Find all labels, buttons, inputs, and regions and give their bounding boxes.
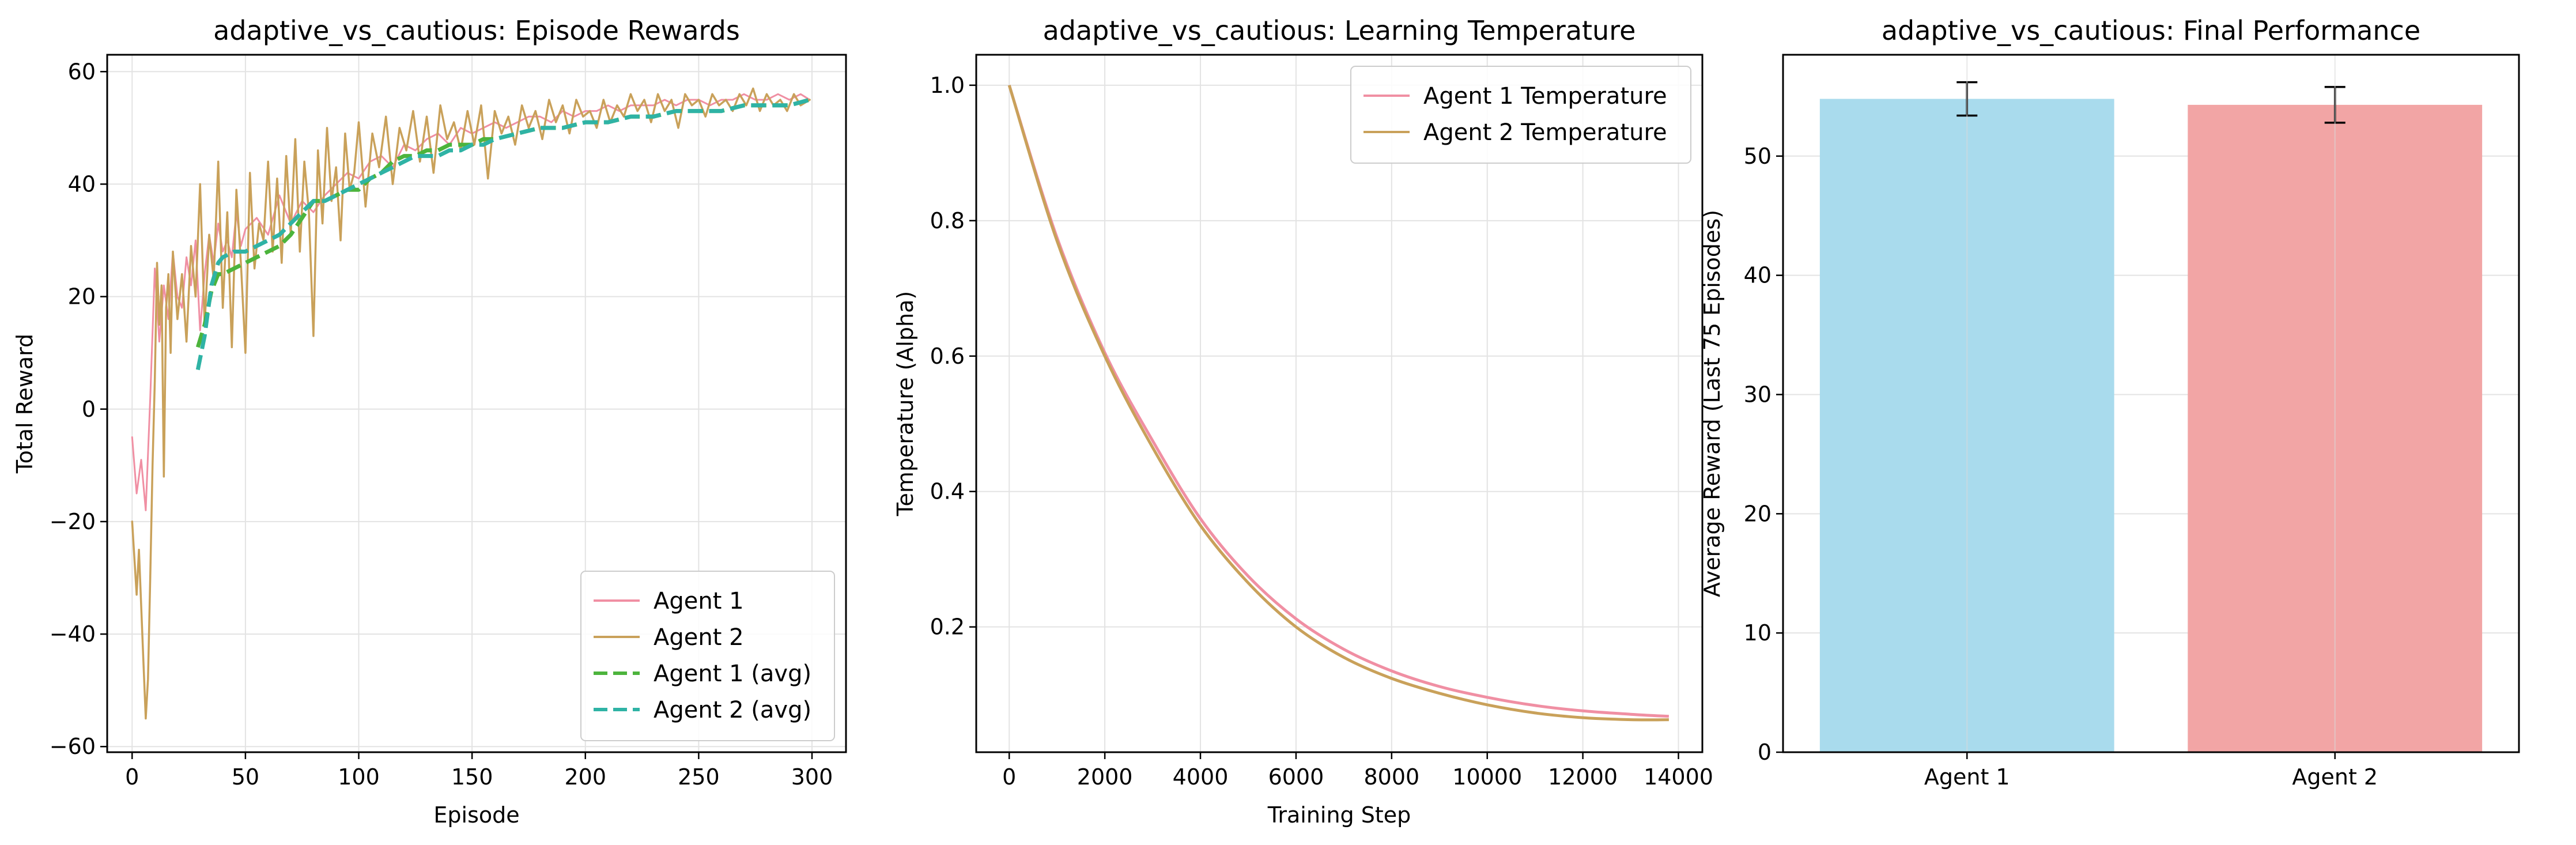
x-axis-label: Training Step [1267, 802, 1411, 828]
x-tick-label: Agent 1 [1924, 764, 2010, 790]
y-tick-label: 40 [68, 171, 96, 197]
chart-title: adaptive_vs_cautious: Learning Temperatu… [1043, 15, 1636, 46]
y-tick-label: 60 [68, 59, 96, 84]
chart-panel-1: −60 −40 −20 0 20 40 60 0 50 100 150 200 250 300 adapti… [12, 15, 847, 828]
axes-frame [106, 54, 847, 753]
y-tick-label: 20 [1744, 501, 1772, 526]
legend-item: Agent 2 (avg) [594, 697, 811, 723]
y-tick-label: 0.8 [930, 208, 965, 233]
x-tick-label: 50 [232, 764, 259, 790]
axes-frame [975, 54, 1704, 753]
y-tick-label: 0.6 [930, 344, 965, 369]
y-tick-label: 0.2 [930, 614, 965, 640]
y-tick-label: 10 [1744, 620, 1772, 646]
legend-label: Agent 1 [654, 588, 744, 614]
x-axis-label: Episode [433, 802, 519, 828]
y-tick-label: 0 [1758, 740, 1772, 765]
x-tick-label: 150 [451, 764, 493, 790]
y-tick-label: 0 [82, 397, 96, 422]
x-tick-label: 10000 [1452, 764, 1522, 790]
x-tick-label: 4000 [1173, 764, 1229, 790]
chart-panel-2: 0.2 0.4 0.6 0.8 1.0 0 2000 4000 6000 8000 10000 120… [893, 15, 1713, 828]
x-tick-label: 8000 [1363, 764, 1419, 790]
chart-panel-3: 0 10 20 30 40 50 Agent 1 Agent 2 adaptive_vs_cau… [1699, 15, 2520, 790]
y-axis-label: Total Reward [12, 334, 37, 474]
bars-group [1819, 81, 2483, 752]
x-tick-label: 12000 [1548, 764, 1618, 790]
series-line-1 [1007, 85, 1670, 718]
series-line-2 [1007, 85, 1669, 722]
x-tick-label: 100 [338, 764, 380, 790]
x-tick-label: 0 [125, 764, 139, 790]
x-tick-label: 0 [1002, 764, 1016, 790]
y-tick-label: 30 [1744, 382, 1772, 407]
legend: Agent 1 Agent 2 Agent 1 (avg) Agent 2 (avg) [580, 571, 835, 741]
legend-item: Agent 1 (avg) [594, 661, 811, 687]
legend-label: Agent 2 [654, 624, 744, 651]
axes-frame [1782, 54, 2520, 753]
y-axis-label: Average Reward (Last 75 Episodes) [1699, 210, 1725, 597]
legend-box [1350, 66, 1691, 164]
legend-label: Agent 1 (avg) [654, 661, 811, 687]
legend-item: Agent 2 [594, 624, 744, 651]
y-tick-label: 40 [1744, 263, 1772, 288]
legend-label: Agent 1 Temperature [1423, 83, 1667, 110]
y-tick-label: 1.0 [930, 73, 965, 98]
x-tick-label: 250 [678, 764, 720, 790]
series-group [131, 87, 811, 720]
y-tick-label: −60 [50, 734, 96, 759]
y-tick-label: 0.4 [930, 479, 965, 504]
series-group [1007, 85, 1670, 722]
y-tick-label: 50 [1744, 144, 1772, 169]
series-line-4 [195, 97, 811, 371]
x-tick-label: 300 [791, 764, 833, 790]
series-line-2 [131, 87, 811, 720]
x-tick-label: Agent 2 [2292, 764, 2378, 790]
legend-item: Agent 2 Temperature [1363, 119, 1667, 146]
chart-title: adaptive_vs_cautious: Final Performance [1882, 15, 2420, 46]
x-tick-label: 200 [564, 764, 606, 790]
legend-label: Agent 2 Temperature [1423, 119, 1667, 146]
x-tick-label: 2000 [1077, 764, 1133, 790]
y-tick-label: 20 [68, 284, 96, 310]
x-tick-label: 14000 [1644, 764, 1713, 790]
legend-item: Agent 1 [594, 588, 744, 614]
legend-label: Agent 2 (avg) [654, 697, 811, 723]
chart-title: adaptive_vs_cautious: Episode Rewards [213, 15, 740, 46]
legend-box [580, 571, 835, 741]
y-axis-label: Temperature (Alpha) [893, 291, 918, 516]
legend: Agent 1 Temperature Agent 2 Temperature [1350, 66, 1691, 164]
y-tick-label: −40 [50, 621, 96, 647]
x-tick-label: 6000 [1268, 764, 1324, 790]
y-tick-label: −20 [50, 509, 96, 534]
legend-item: Agent 1 Temperature [1363, 83, 1667, 110]
